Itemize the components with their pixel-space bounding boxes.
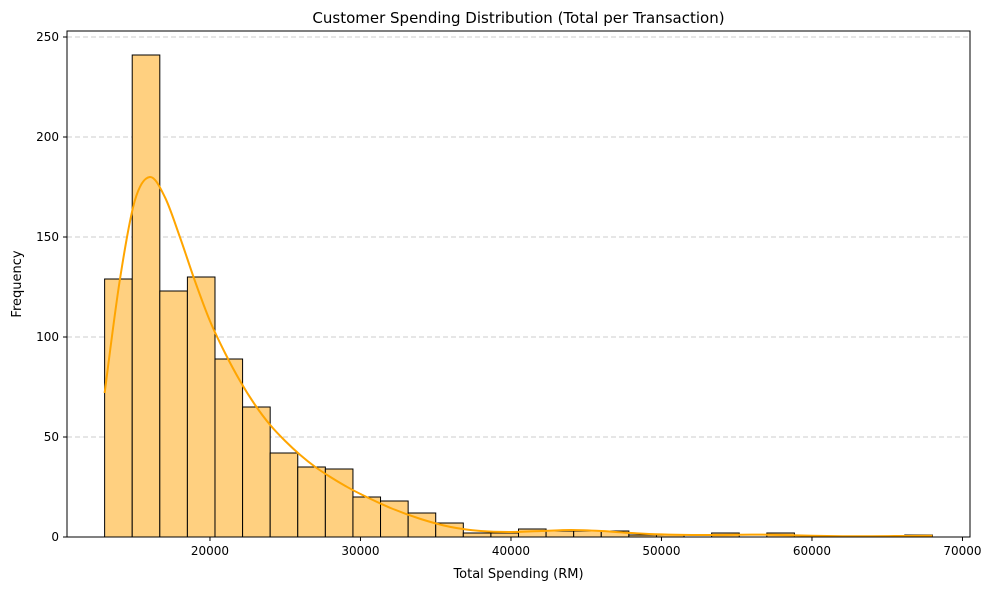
histogram-bar [462,532,492,538]
histogram-bar [545,530,575,538]
y-axis-label: Frequency [10,250,25,317]
x-tick-label: 50000 [642,544,680,558]
histogram-bar [159,290,188,538]
y-tick-label: 100 [36,330,59,344]
histogram-bar [380,500,409,538]
x-tick-label: 40000 [492,544,530,558]
x-tick-label: 30000 [341,544,379,558]
x-tick-label: 70000 [943,544,981,558]
chart-title: Customer Spending Distribution (Total pe… [312,9,724,27]
y-tick-label: 250 [36,30,59,44]
histogram-bar [131,54,161,538]
y-tick-label: 0 [51,530,59,544]
histogram-bar [352,496,382,538]
histogram-bar [242,406,271,538]
y-axis-ticks: 0 50 100 150 200 250 [36,30,67,544]
x-axis-ticks: 20000 30000 40000 50000 60000 70000 [191,537,982,558]
x-tick-label: 20000 [191,544,229,558]
histogram-bar [104,278,133,538]
y-tick-label: 50 [44,430,59,444]
histogram-bar [490,532,520,538]
y-tick-label: 200 [36,130,59,144]
x-tick-label: 60000 [793,544,831,558]
x-axis-label: Total Spending (RM) [452,567,583,582]
histogram-bars [104,54,933,538]
histogram-bar [297,466,326,538]
histogram-bar [324,468,354,538]
grid-lines [67,36,970,438]
kde-curve [103,176,933,538]
histogram-bar [269,452,299,538]
y-tick-label: 150 [36,230,59,244]
histogram-bar [573,530,602,538]
histogram-bar [186,276,216,538]
plot-frame [66,30,971,538]
histogram-bar [214,358,244,538]
